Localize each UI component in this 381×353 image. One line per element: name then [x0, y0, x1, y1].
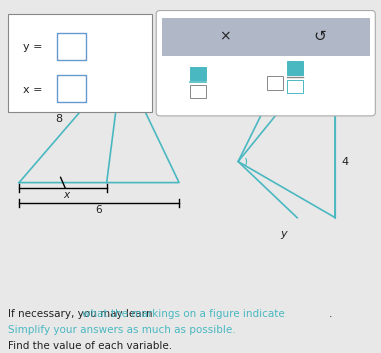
Text: If necessary, you may learn: If necessary, you may learn: [8, 309, 155, 319]
FancyBboxPatch shape: [8, 14, 152, 112]
Text: 8: 8: [56, 114, 62, 124]
Text: ×: ×: [219, 30, 231, 44]
Text: x: x: [64, 190, 70, 200]
Text: 4: 4: [341, 156, 348, 167]
Text: .: .: [328, 309, 332, 319]
FancyBboxPatch shape: [190, 67, 206, 80]
FancyBboxPatch shape: [156, 11, 375, 116]
Text: ↺: ↺: [314, 29, 327, 44]
Text: Find the value of each variable.: Find the value of each variable.: [8, 341, 172, 351]
FancyBboxPatch shape: [57, 34, 86, 60]
FancyBboxPatch shape: [267, 76, 283, 90]
Text: 4: 4: [134, 104, 141, 114]
FancyBboxPatch shape: [57, 76, 86, 102]
Text: what the markings on a figure indicate: what the markings on a figure indicate: [82, 309, 285, 319]
FancyBboxPatch shape: [287, 80, 303, 93]
FancyBboxPatch shape: [190, 85, 206, 98]
Text: Simplify your answers as much as possible.: Simplify your answers as much as possibl…: [8, 325, 235, 335]
FancyBboxPatch shape: [162, 18, 370, 56]
Text: 6: 6: [96, 205, 102, 215]
Text: 9: 9: [269, 85, 276, 95]
Text: 6: 6: [341, 60, 348, 70]
FancyBboxPatch shape: [287, 61, 303, 75]
Text: y =: y =: [23, 42, 46, 52]
Text: x =: x =: [23, 85, 46, 95]
Text: y: y: [280, 228, 287, 239]
